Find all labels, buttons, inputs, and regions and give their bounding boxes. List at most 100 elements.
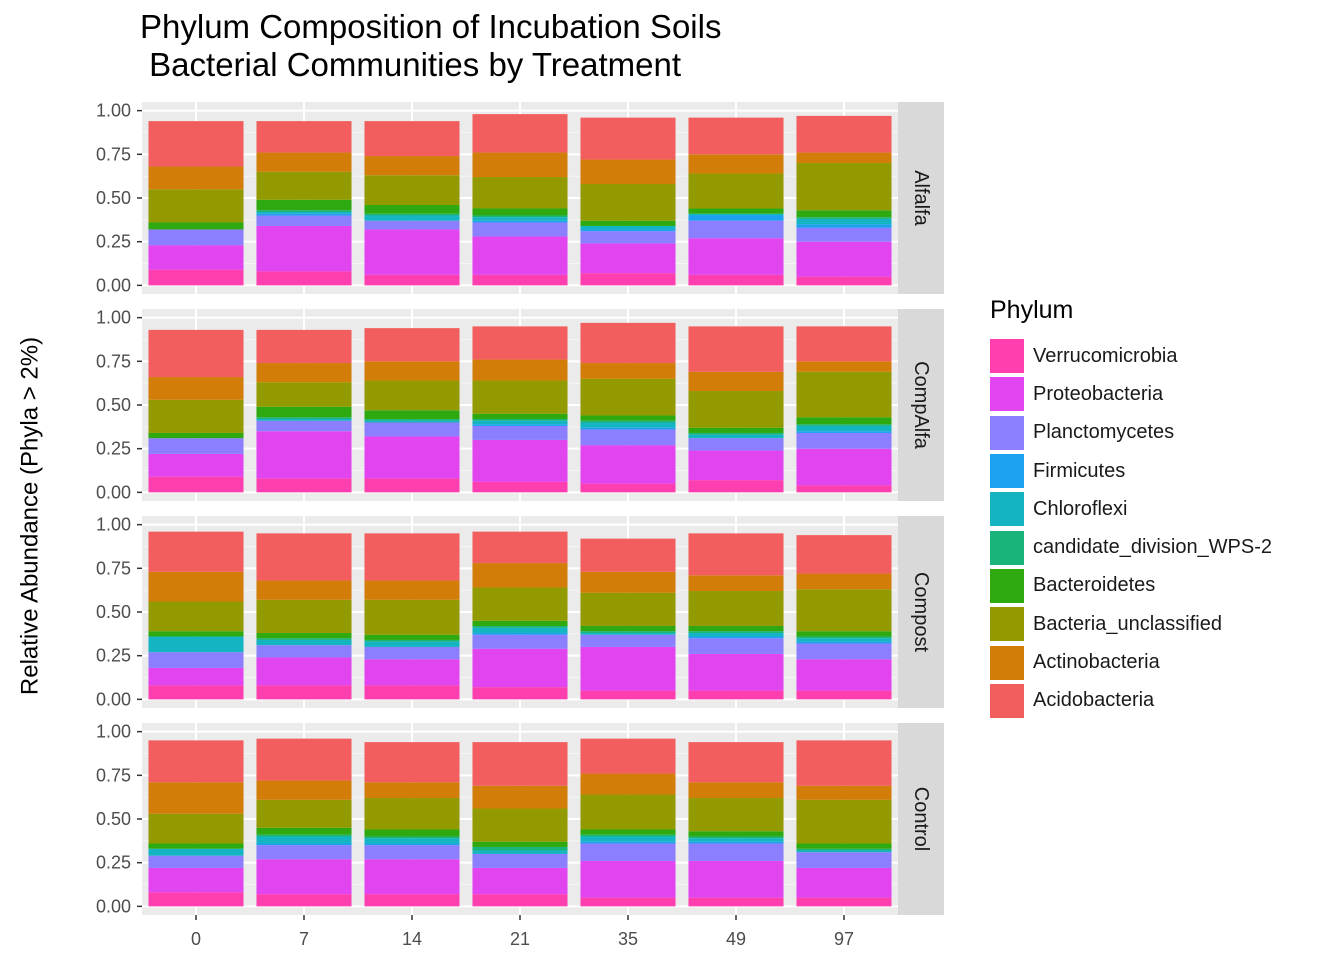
bar-segment-chloroflexi <box>688 213 784 216</box>
bar-segment-proteobacteria <box>688 653 784 691</box>
bar-segment-bacteroidetes <box>796 631 892 637</box>
bar-segment-planctomycetes <box>688 220 784 239</box>
bar-segment-firmicutes <box>580 841 676 844</box>
bar-segment-proteobacteria <box>256 431 352 479</box>
legend-swatch <box>990 568 1024 603</box>
legend-swatch <box>990 530 1024 565</box>
bar-segment-proteobacteria <box>688 860 784 898</box>
bar-segment-acidobacteria <box>580 117 676 160</box>
bar-segment-verrucomicrobia <box>256 685 352 700</box>
bar-segment-acidobacteria <box>148 531 244 572</box>
bar-segment-acidobacteria <box>472 531 568 564</box>
bar-segment-candidate-division-wps-2 <box>472 418 568 421</box>
bar-segment-proteobacteria <box>472 867 568 895</box>
bar-segment-chloroflexi <box>364 420 460 423</box>
bar-segment-proteobacteria <box>256 859 352 895</box>
bar-segment-firmicutes <box>796 224 892 228</box>
bar-segment-planctomycetes <box>364 646 460 660</box>
bar-segment-candidate-division-wps-2 <box>688 631 784 633</box>
bar-segment-firmicutes <box>796 431 892 433</box>
bar-segment-bacteroidetes <box>580 415 676 421</box>
bar-segment-verrucomicrobia <box>256 894 352 907</box>
bar-segment-candidate-division-wps-2 <box>364 836 460 839</box>
facet-panel-compalfa: 0.00 0.25 0.50 0.75 1.00 CompAlfa <box>96 308 944 502</box>
bar-segment-actinobacteria <box>148 782 244 814</box>
bar-segment-bacteroidetes <box>472 413 568 419</box>
legend-swatch <box>990 454 1024 489</box>
bar-segment-firmicutes <box>472 632 568 635</box>
bar-segment-chloroflexi <box>148 636 244 653</box>
bar-segment-firmicutes <box>472 220 568 223</box>
bar-segment-bacteroidetes <box>148 631 244 637</box>
bar-segment-acidobacteria <box>148 121 244 167</box>
bar-segment-bacteria-unclassified <box>688 798 784 832</box>
bar-segment-candidate-division-wps-2 <box>256 210 352 212</box>
bar-segment-proteobacteria <box>148 245 244 270</box>
bar-segment-planctomycetes <box>472 853 568 868</box>
bar-segment-planctomycetes <box>148 438 244 454</box>
bar-segment-proteobacteria <box>148 867 244 893</box>
bar-segment-planctomycetes <box>148 855 244 868</box>
bar-segment-acidobacteria <box>148 740 244 783</box>
legend: Phylum Verrucomicrobia Proteobacteria Plan… <box>990 296 1272 720</box>
bar-segment-bacteroidetes <box>256 827 352 835</box>
bar-segment-planctomycetes <box>580 429 676 446</box>
bar-segment-candidate-division-wps-2 <box>580 834 676 837</box>
bar-segment-candidate-division-wps-2 <box>472 215 568 218</box>
y-tick-label: 1.00 <box>96 515 131 535</box>
bar-segment-bacteria-unclassified <box>148 601 244 632</box>
bar-segment-actinobacteria <box>580 159 676 185</box>
y-axis-label-group: Relative Abundance (Phyla > 2%) <box>17 337 44 695</box>
legend-item: Bacteroidetes <box>990 567 1272 605</box>
bar-segment-candidate-division-wps-2 <box>796 636 892 639</box>
bar-segment-acidobacteria <box>256 329 352 364</box>
bar-segment-actinobacteria <box>796 785 892 800</box>
bar-segment-planctomycetes <box>796 432 892 449</box>
bar-segment-proteobacteria <box>580 860 676 898</box>
y-tick-label: 1.00 <box>96 722 131 742</box>
bar-segment-verrucomicrobia <box>796 897 892 907</box>
bar-segment-chloroflexi <box>688 632 784 637</box>
bar-segment-verrucomicrobia <box>472 894 568 907</box>
bar-segment-actinobacteria <box>472 359 568 381</box>
bar-segment-acidobacteria <box>148 329 244 378</box>
bar-segment-chloroflexi <box>364 838 460 844</box>
bar-segment-acidobacteria <box>256 738 352 781</box>
bar-segment-verrucomicrobia <box>364 274 460 286</box>
bar-segment-candidate-division-wps-2 <box>688 836 784 839</box>
bar-segment-bacteroidetes <box>796 843 892 849</box>
bar-segment-verrucomicrobia <box>796 485 892 493</box>
bar-segment-acidobacteria <box>688 326 784 372</box>
bar-segment-proteobacteria <box>256 657 352 686</box>
legend-item: Firmicutes <box>990 452 1272 490</box>
y-tick-label: 1.00 <box>96 101 131 121</box>
legend-item: Actinobacteria <box>990 643 1272 681</box>
bar-segment-bacteria-unclassified <box>256 171 352 200</box>
bar-segment-bacteria-unclassified <box>364 599 460 635</box>
legend-swatch <box>990 683 1024 718</box>
bar-segment-proteobacteria <box>472 236 568 275</box>
legend-swatch <box>990 492 1024 527</box>
bar-segment-bacteroidetes <box>148 843 244 849</box>
y-tick-label: 1.00 <box>96 308 131 328</box>
facet-strip <box>898 723 944 915</box>
bar-segment-verrucomicrobia <box>688 897 784 907</box>
bar-segment-chloroflexi <box>472 850 568 854</box>
bar-segment-bacteria-unclassified <box>796 371 892 418</box>
bar-segment-bacteria-unclassified <box>580 592 676 626</box>
bar-segment-verrucomicrobia <box>580 690 676 700</box>
x-tick-label: 21 <box>510 929 530 949</box>
bar-segment-bacteroidetes <box>688 208 784 214</box>
bar-segment-verrucomicrobia <box>148 892 244 907</box>
y-axis-title: Relative Abundance (Phyla > 2%) <box>17 337 44 695</box>
bar-segment-bacteria-unclassified <box>472 587 568 621</box>
bar-segment-acidobacteria <box>256 121 352 153</box>
bar-segment-bacteria-unclassified <box>688 391 784 428</box>
x-tick-label: 14 <box>402 929 422 949</box>
bar-segment-planctomycetes <box>796 227 892 242</box>
bar-segment-planctomycetes <box>364 422 460 437</box>
bar-segment-candidate-division-wps-2 <box>688 432 784 435</box>
bar-segment-verrucomicrobia <box>148 269 244 286</box>
bar-segment-planctomycetes <box>796 852 892 868</box>
y-tick-label: 0.50 <box>96 188 131 208</box>
